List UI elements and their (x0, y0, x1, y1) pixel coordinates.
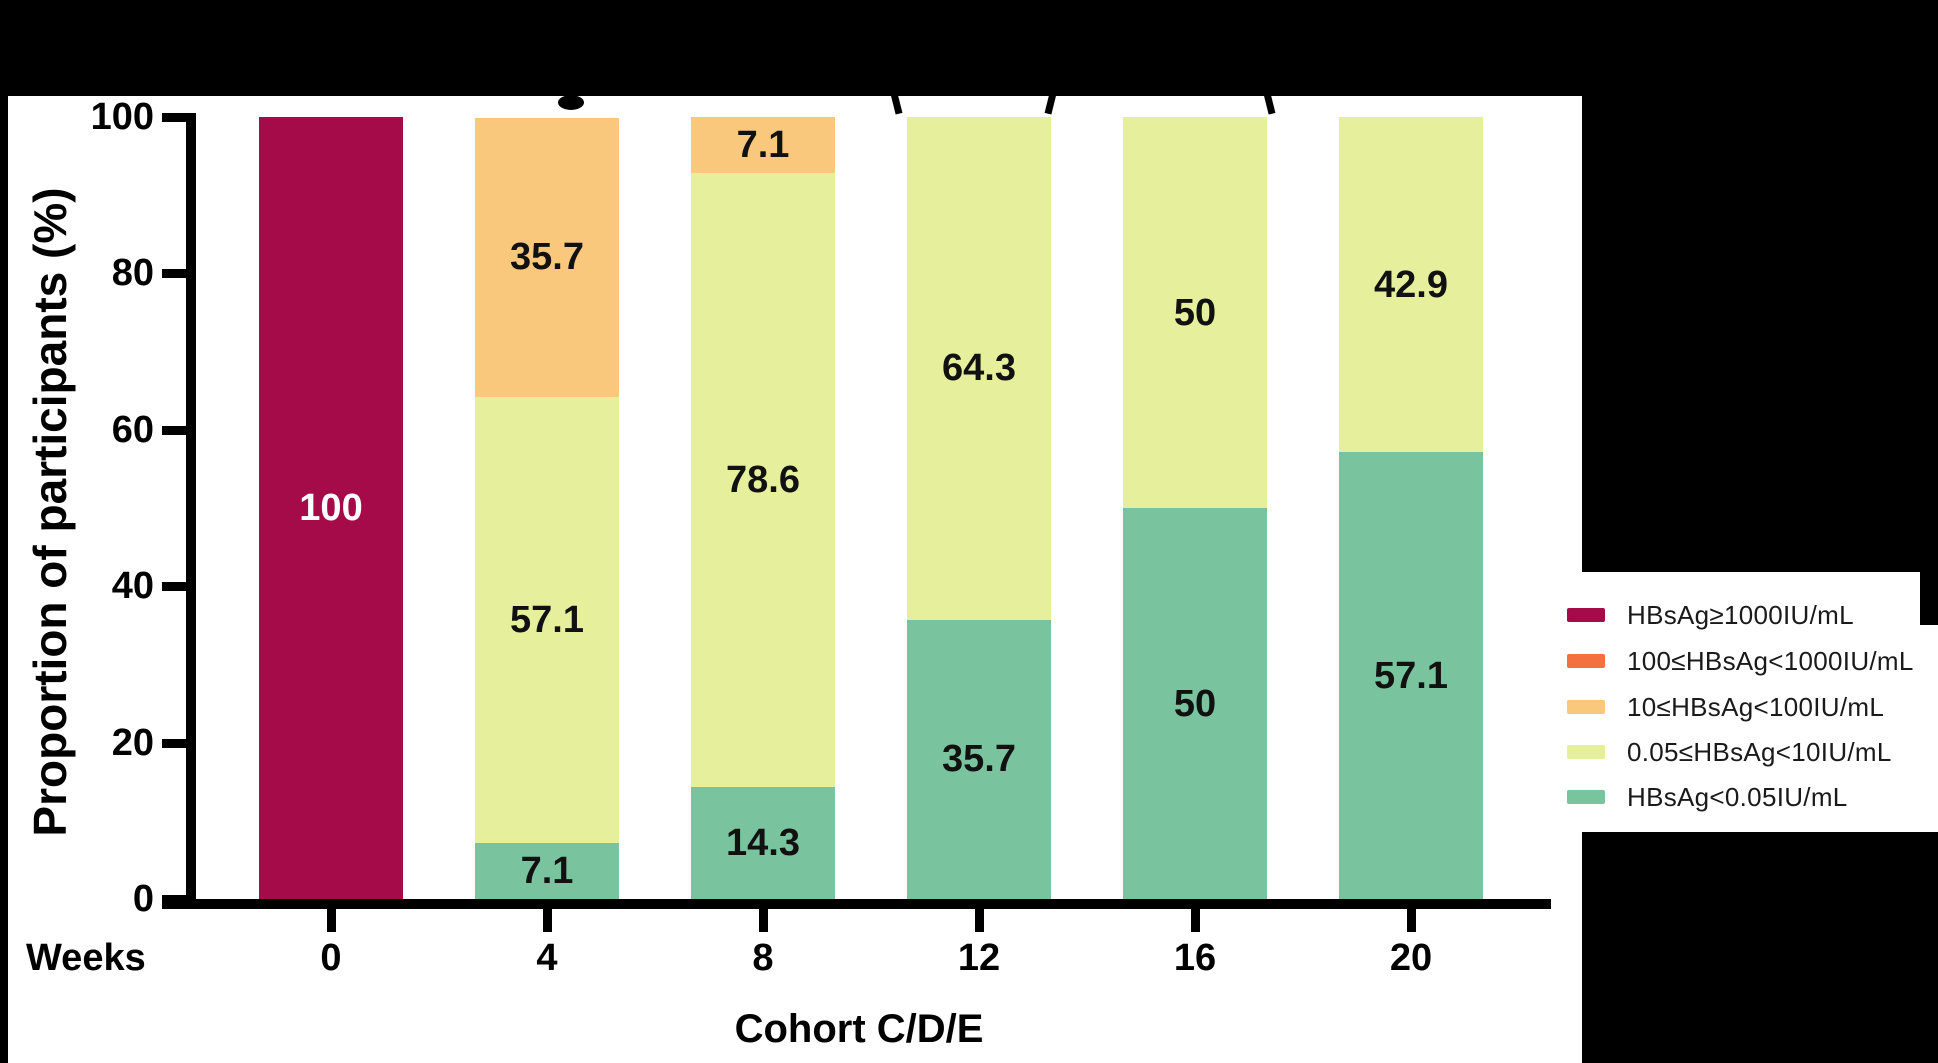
legend-label: HBsAg≥1000IU/mL (1627, 600, 1854, 630)
bar-segment (1339, 117, 1483, 453)
x-axis-tick (543, 909, 552, 932)
bar-segment-value-label: 50 (1173, 291, 1217, 334)
x-axis-line (162, 899, 1551, 909)
x-axis-tick (1407, 909, 1416, 932)
y-axis-tick (162, 582, 187, 592)
y-axis-tick (162, 113, 187, 122)
y-axis-tick-label: 0 (132, 878, 154, 920)
legend-swatch (1567, 745, 1605, 759)
x-axis-weeks-label: Weeks (26, 937, 146, 979)
x-axis-tick-label: 16 (1173, 937, 1217, 979)
x-axis-tick-label: 4 (536, 937, 558, 979)
bar-segment (907, 619, 1051, 899)
legend-corner-black-notch (1920, 572, 1938, 625)
bar-segment (475, 843, 619, 899)
x-axis-tick-label: 8 (752, 937, 774, 979)
bar-segment (691, 172, 835, 788)
bar-segment-value-label: 14.3 (726, 822, 800, 865)
legend-label: HBsAg<0.05IU/mL (1627, 782, 1848, 812)
bar-segment (475, 396, 619, 844)
bar-segment-value-label: 7.1 (736, 123, 790, 166)
y-axis-tick (162, 738, 187, 748)
x-axis-tick (1191, 909, 1200, 932)
bar-segment-value-label: 100 (299, 487, 363, 529)
bar-segment-value-label: 35.7 (942, 738, 1016, 781)
legend-swatch (1567, 654, 1605, 668)
legend-swatch (1567, 700, 1605, 714)
legend-label: 0.05≤HBsAg<10IU/mL (1627, 737, 1892, 767)
bar-segment-value-label: 50 (1173, 682, 1217, 725)
bar-segment-value-label: 78.6 (726, 458, 800, 501)
y-axis-tick (162, 425, 187, 435)
x-axis-tick-label: 0 (320, 937, 342, 979)
x-axis-tick (327, 909, 336, 932)
legend-label: 10≤HBsAg<100IU/mL (1627, 692, 1885, 722)
bar-segment (259, 117, 403, 899)
x-axis-title: Cohort C/D/E (734, 1007, 984, 1051)
x-axis-tick (975, 909, 984, 932)
bar-segment (1123, 117, 1267, 508)
y-axis-line (186, 113, 196, 909)
legend-background (1582, 572, 1938, 832)
bar-segment (691, 117, 835, 173)
bar-segment-value-label: 57.1 (510, 599, 584, 642)
legend-swatch (1567, 608, 1605, 622)
x-axis-tick-label: 12 (957, 937, 1001, 979)
bar-segment-value-label: 64.3 (942, 347, 1016, 390)
y-axis-tick (162, 269, 187, 279)
y-axis-tick-label: 20 (111, 721, 154, 764)
y-axis-tick-label: 100 (90, 96, 154, 138)
bar-segment-value-label: 7.1 (520, 850, 574, 893)
bar-segment-value-label: 57.1 (1374, 654, 1448, 697)
title-fragment-g-descender (558, 95, 584, 110)
y-axis-tick-label: 80 (111, 252, 154, 295)
y-axis-tick-label: 60 (111, 408, 154, 451)
legend-label: 100≤HBsAg<1000IU/mL (1627, 646, 1914, 676)
y-axis-tick (162, 895, 187, 904)
bar-segment-value-label: 35.7 (510, 236, 584, 279)
bar-segment (1123, 508, 1267, 899)
bar-segment (475, 117, 619, 397)
bar-segment (691, 787, 835, 899)
x-axis-tick (759, 909, 768, 932)
legend-swatch (1567, 790, 1605, 804)
y-axis-label: Proportion of participants (%) (24, 187, 76, 837)
bar-segment (907, 117, 1051, 620)
x-axis-tick-label: 20 (1389, 937, 1433, 979)
bar-segment-value-label: 42.9 (1374, 263, 1448, 306)
y-axis-tick-label: 40 (111, 565, 154, 608)
bar-segment (1339, 452, 1483, 899)
